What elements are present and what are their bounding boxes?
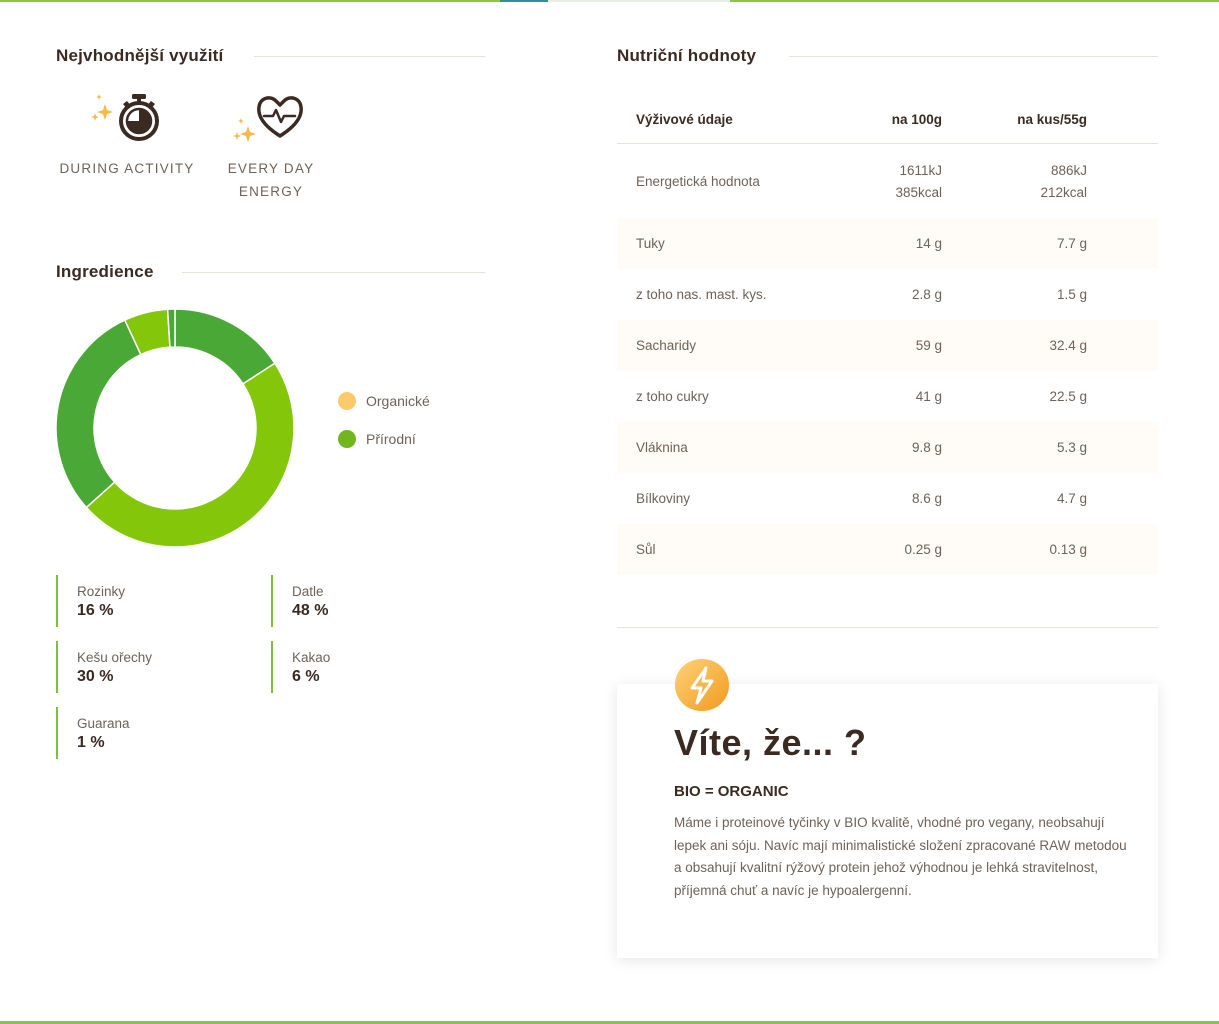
nutrition-row: z toho nas. mast. kys. 2.8 g 1.5 g — [617, 269, 1158, 320]
donut-slice-guarana — [166, 309, 176, 348]
ingredient-percent: 1 % — [77, 734, 105, 751]
bottom-accent-line — [0, 1021, 1219, 1024]
nutrient-per-piece: 7.7 g — [1056, 236, 1087, 251]
nutrient-label: Vláknina — [636, 440, 688, 455]
energy-kcal-100g: 385kcal — [895, 185, 942, 200]
usage-title: Nejvhodnější využití — [56, 46, 224, 65]
header-per-100g: na 100g — [891, 112, 942, 127]
nutrient-label: Bílkoviny — [636, 491, 691, 506]
nutrient-per-100g: 2.8 g — [911, 287, 942, 302]
nutrition-bottom-rule — [617, 627, 1158, 628]
nutrition-row: z toho cukry 41 g 22.5 g — [617, 371, 1158, 422]
nutrient-per-piece: 0.13 g — [1049, 542, 1087, 557]
ingredient-name: Kakao — [292, 650, 331, 665]
nutrition-title: Nutriční hodnoty — [617, 46, 757, 65]
nutrient-per-100g: 8.6 g — [911, 491, 942, 506]
energy-kj-100g: 1611kJ — [899, 163, 942, 178]
ingredient-percent: 6 % — [292, 668, 320, 685]
info-card-subtitle: BIO = ORGANIC — [674, 783, 789, 800]
usage-item-label-line1: EVERY DAY — [227, 161, 315, 176]
ingredients-donut-chart — [56, 309, 294, 547]
nutrition-row: Sůl 0.25 g 0.13 g — [617, 524, 1158, 575]
ingredients-title-rule — [182, 272, 485, 273]
ingredient-name: Kešu ořechy — [77, 650, 153, 665]
nutrition-row: Tuky 14 g 7.7 g — [617, 218, 1158, 269]
nutrition-table-header: Výživové údaje na 100g na kus/55g — [617, 110, 1158, 144]
nutrition-row: Bílkoviny 8.6 g 4.7 g — [617, 473, 1158, 524]
ingredient-name: Rozinky — [77, 584, 126, 599]
nutrient-label: Tuky — [636, 236, 665, 251]
nutrient-per-100g: 41 g — [915, 389, 942, 404]
ingredient-item-kesu: Kešu ořechy 30 % — [56, 641, 152, 693]
legend-label: Přírodní — [366, 431, 416, 447]
nutrient-label: z toho cukry — [636, 389, 709, 404]
usage-item-every-day-energy: EVERY DAY ENERGY — [200, 90, 342, 203]
donut-slice-ke-u-o-echy — [56, 319, 142, 509]
ingredient-name: Datle — [292, 584, 324, 599]
nutrition-title-rule — [789, 56, 1158, 57]
stopwatch-icon — [91, 94, 159, 141]
legend-dot-organic — [338, 392, 356, 410]
ingredients-title: Ingredience — [56, 262, 154, 281]
nutrient-per-100g: 0.25 g — [904, 542, 942, 557]
ingredient-item-datle: Datle 48 % — [271, 575, 328, 627]
usage-item-label-line2: ENERGY — [238, 184, 304, 199]
ingredient-percent: 30 % — [77, 668, 114, 685]
info-card-title: Víte, že... ? — [674, 722, 867, 763]
legend-item-natural: Přírodní — [338, 430, 416, 448]
header-per-piece: na kus/55g — [1017, 112, 1087, 127]
donut-slice-datle — [85, 362, 294, 547]
ingredient-percent: 16 % — [77, 602, 114, 619]
ingredient-item-guarana: Guarana 1 % — [56, 707, 130, 759]
nutrient-per-piece: 22.5 g — [1049, 389, 1087, 404]
nutrition-row-energy: Energetická hodnota 1611kJ 385kcal 886kJ… — [617, 145, 1158, 218]
nutrient-label: Energetická hodnota — [636, 174, 760, 189]
usage-title-rule — [254, 56, 485, 57]
nutrition-row: Sacharidy 59 g 32.4 g — [617, 320, 1158, 371]
heart-pulse-icon — [233, 96, 303, 142]
legend-label: Organické — [366, 393, 430, 409]
nutrient-label: Sůl — [636, 542, 656, 557]
nutrient-per-piece: 5.3 g — [1056, 440, 1087, 455]
ingredient-percent: 48 % — [292, 602, 329, 619]
energy-kj-piece: 886kJ — [1050, 163, 1087, 178]
top-accent-line — [0, 0, 1219, 2]
lightning-bolt-icon — [675, 659, 729, 711]
usage-item-label: DURING ACTIVITY — [59, 161, 195, 176]
nutrient-per-piece: 1.5 g — [1056, 287, 1087, 302]
legend-item-organic: Organické — [338, 392, 430, 410]
usage-item-during-activity: DURING ACTIVITY — [56, 90, 198, 180]
info-card-text: Máme i proteinové tyčinky v BIO kvalitě,… — [674, 815, 1127, 898]
ingredient-name: Guarana — [77, 716, 130, 731]
nutrition-row: Vláknina 9.8 g 5.3 g — [617, 422, 1158, 473]
nutrient-per-100g: 14 g — [915, 236, 942, 251]
nutrient-per-100g: 59 g — [915, 338, 942, 353]
legend-dot-natural — [338, 430, 356, 448]
nutrient-label: Sacharidy — [636, 338, 697, 353]
header-nutrient: Výživové údaje — [636, 112, 733, 127]
info-card — [617, 684, 1158, 958]
nutrient-label: z toho nas. mast. kys. — [636, 287, 767, 302]
ingredient-item-kakao: Kakao 6 % — [271, 641, 330, 693]
nutrient-per-piece: 4.7 g — [1056, 491, 1087, 506]
ingredient-item-rozinky: Rozinky 16 % — [56, 575, 125, 627]
nutrient-per-100g: 9.8 g — [911, 440, 942, 455]
nutrient-per-piece: 32.4 g — [1049, 338, 1087, 353]
energy-kcal-piece: 212kcal — [1040, 185, 1087, 200]
